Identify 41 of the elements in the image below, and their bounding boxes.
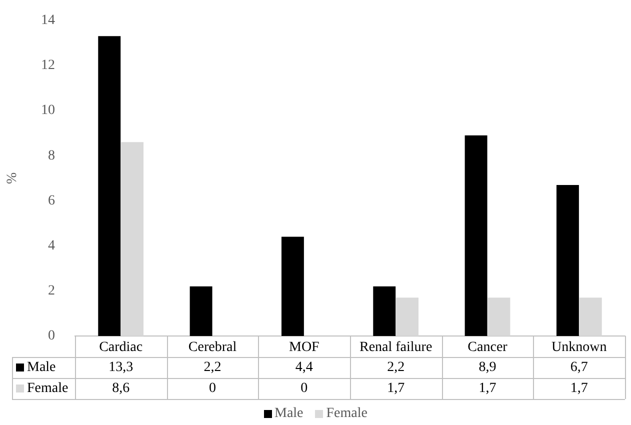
y-tick-label: 6 bbox=[48, 193, 55, 208]
bar bbox=[373, 286, 396, 336]
bar bbox=[98, 36, 121, 336]
data-label: 0 bbox=[209, 381, 216, 396]
x-tick-label: MOF bbox=[288, 340, 320, 356]
data-label: 6,7 bbox=[570, 360, 588, 376]
y-tick-label: 4 bbox=[48, 238, 55, 254]
text: Female bbox=[27, 381, 68, 396]
bar bbox=[190, 286, 212, 336]
bar bbox=[488, 298, 510, 336]
data-label: 0 bbox=[300, 381, 308, 396]
data-label: 8,6 bbox=[112, 381, 130, 396]
bar bbox=[281, 236, 304, 336]
data-label: 2,2 bbox=[387, 360, 405, 376]
x-tick-label: Unknown bbox=[552, 340, 607, 356]
data-label: 13,3 bbox=[108, 360, 134, 376]
text: Male bbox=[274, 406, 304, 420]
data-label: 1,7 bbox=[478, 381, 496, 396]
legend-label: Male bbox=[27, 360, 56, 376]
data-label: 2,2 bbox=[204, 360, 222, 376]
y-tick-label: 12 bbox=[41, 58, 55, 74]
y-tick-label: 14 bbox=[41, 13, 55, 28]
x-tick-label: Renal failure bbox=[359, 340, 432, 356]
y-tick-label: 2 bbox=[48, 284, 55, 299]
data-label: 8,9 bbox=[478, 360, 496, 376]
x-tick-label: Cardiac bbox=[99, 340, 143, 356]
y-tick-label: 10 bbox=[41, 103, 55, 118]
legend-label: Female bbox=[326, 406, 368, 422]
x-tick-label: Cancer bbox=[468, 340, 508, 356]
data-label: 1,7 bbox=[387, 381, 405, 396]
y-tick-label: 8 bbox=[48, 148, 55, 164]
y-axis-title: % bbox=[5, 172, 20, 184]
bar bbox=[396, 298, 419, 336]
bar bbox=[464, 135, 488, 336]
data-label: 4,4 bbox=[295, 360, 313, 376]
bar bbox=[579, 298, 602, 336]
x-tick-label: Cerebral bbox=[188, 340, 237, 356]
bar bbox=[556, 184, 579, 336]
y-tick-label: 0 bbox=[48, 328, 55, 344]
bar bbox=[121, 142, 144, 336]
data-label: 1,7 bbox=[570, 381, 588, 396]
